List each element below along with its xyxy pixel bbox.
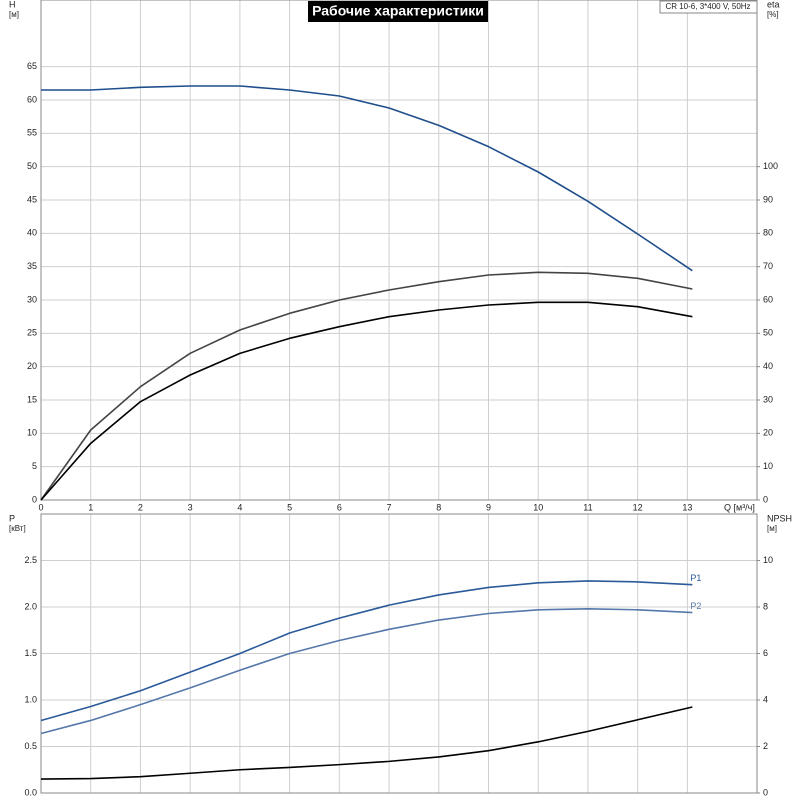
plot-frame: [40, 513, 758, 794]
y-tick-label: 15: [27, 394, 37, 404]
y-tick-label: 40: [27, 228, 37, 238]
series-line: [40, 271, 693, 501]
y-tick-label: 30: [27, 294, 37, 304]
y2-tick-label: 8: [763, 601, 768, 611]
series-line: [40, 706, 693, 780]
y-tick-label: 2.5: [24, 555, 37, 565]
series-line: [40, 580, 693, 722]
y2-tick-label: 4: [763, 694, 768, 704]
y2-tick-label: 6: [763, 648, 768, 658]
y2-tick-label: 90: [763, 194, 773, 204]
series-line: [40, 608, 693, 735]
y-tick-label: 0.0: [24, 787, 37, 797]
y-tick-label: 0: [32, 494, 37, 504]
series-label: P2: [690, 601, 701, 611]
y-tick-label: 65: [27, 61, 37, 71]
x-tick-label: 7: [387, 502, 392, 512]
y2-axis-label: eta: [767, 0, 780, 9]
y-tick-label: 45: [27, 194, 37, 204]
chart-subtitle: CR 10-6, 3*400 V, 50Hz: [665, 2, 750, 11]
series-label: P1: [690, 573, 701, 583]
x-tick-label: 12: [633, 502, 643, 512]
x-tick-label: 4: [237, 502, 242, 512]
x-tick-label: 0: [38, 502, 43, 512]
y-tick-label: 35: [27, 261, 37, 271]
y2-tick-label: 100: [763, 161, 778, 171]
y-tick-label: 60: [27, 94, 37, 104]
y-axis-label: P: [9, 513, 15, 523]
y-axis-unit: [кВт]: [9, 524, 26, 533]
y-tick-label: 50: [27, 161, 37, 171]
y2-tick-label: 80: [763, 228, 773, 238]
x-axis-label: Q [м³/ч]: [724, 502, 755, 512]
y-tick-label: 1.0: [24, 694, 37, 704]
y-tick-label: 10: [27, 428, 37, 438]
y-tick-label: 0.5: [24, 741, 37, 751]
y2-tick-label: 30: [763, 394, 773, 404]
x-tick-label: 6: [337, 502, 342, 512]
y-tick-label: 1.5: [24, 648, 37, 658]
y2-axis-label: NPSH: [767, 513, 792, 523]
x-tick-label: 2: [138, 502, 143, 512]
y2-tick-label: 40: [763, 361, 773, 371]
y2-tick-label: 60: [763, 294, 773, 304]
y-tick-label: 25: [27, 328, 37, 338]
x-tick-label: 11: [583, 502, 592, 512]
plot-frame: [40, 0, 758, 501]
title-background: [308, 1, 488, 22]
y2-tick-label: 0: [763, 494, 768, 504]
y-axis-unit: [м]: [9, 10, 19, 19]
subtitle-box: [659, 0, 758, 14]
y2-tick-label: 0: [763, 787, 768, 797]
series-line: [41, 85, 693, 272]
series-line: [40, 301, 693, 501]
y-tick-label: 55: [27, 128, 37, 138]
x-tick-label: 8: [436, 502, 441, 512]
x-tick-label: 3: [188, 502, 193, 512]
x-tick-label: 10: [533, 502, 543, 512]
y-axis-label: H: [9, 0, 16, 9]
y2-axis-unit: [%]: [767, 10, 779, 19]
y-tick-label: 5: [32, 461, 37, 471]
y2-tick-label: 20: [763, 428, 773, 438]
x-tick-label: 13: [682, 502, 692, 512]
y2-tick-label: 10: [763, 461, 773, 471]
y-tick-label: 20: [27, 361, 37, 371]
chart-title: Рабочие характеристики: [312, 3, 484, 19]
x-tick-label: 1: [88, 502, 93, 512]
x-tick-label: 5: [287, 502, 292, 512]
y2-tick-label: 2: [763, 741, 768, 751]
y2-tick-label: 70: [763, 261, 773, 271]
y2-tick-label: 10: [763, 555, 773, 565]
y2-axis-unit: [м]: [767, 524, 777, 533]
y-tick-label: 2.0: [24, 601, 37, 611]
x-tick-label: 9: [486, 502, 491, 512]
y2-tick-label: 50: [763, 328, 773, 338]
